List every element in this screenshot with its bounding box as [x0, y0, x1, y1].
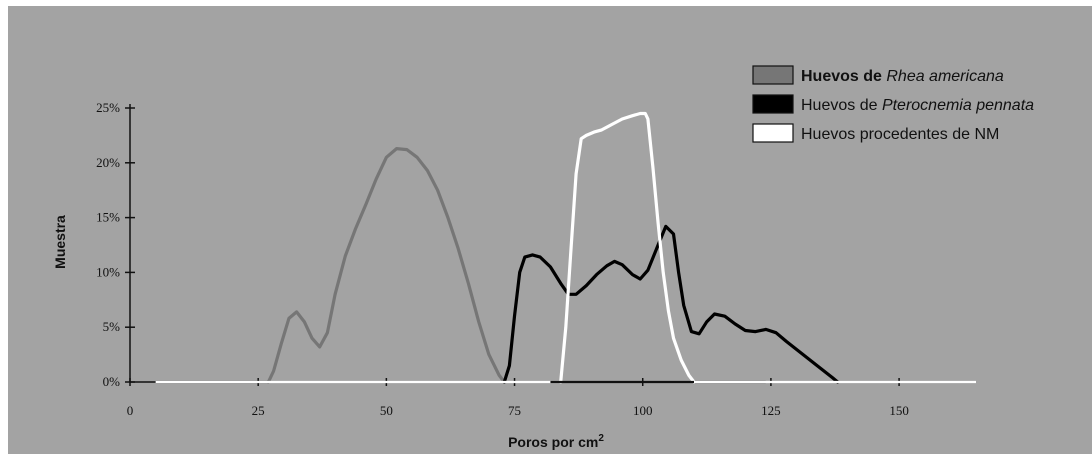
- series-line-3: [559, 111, 696, 384]
- x-axis-title-text: Poros por cm: [508, 434, 598, 450]
- x-axis-title: Poros por cm2: [508, 433, 604, 450]
- y-axis-title: Muestra: [52, 215, 68, 269]
- x-tick-label: 0: [127, 403, 134, 418]
- series-line-2: [502, 224, 840, 384]
- series-layer: [155, 111, 976, 384]
- chart-area: 0% 5% 10% 15% 20% 25% 0 25 50 75 100 125 150 Huevos …: [8, 6, 1092, 454]
- legend-label-2: Huevos de Pterocnemia pennata: [801, 97, 1034, 114]
- series-line-1: [266, 147, 506, 384]
- y-tick-label: 15%: [96, 210, 120, 225]
- x-tick-label: 150: [889, 403, 909, 418]
- y-tick-label: 10%: [96, 264, 120, 279]
- legend-label-1: Huevos de Rhea americana: [801, 68, 1004, 85]
- legend-label-3: Huevos procedentes de NM: [801, 126, 999, 143]
- legend-label-part: Huevos de: [801, 97, 882, 114]
- legend-label-part: Huevos de: [801, 68, 886, 85]
- y-tick-label: 25%: [96, 100, 120, 115]
- axes: 0% 5% 10% 15% 20% 25% 0 25 50 75 100 125 150: [96, 100, 976, 418]
- x-tick-label: 25: [252, 403, 265, 418]
- legend-label-part: Rhea americana: [886, 68, 1004, 85]
- x-tick-label: 125: [761, 403, 781, 418]
- y-tick-label: 20%: [96, 155, 120, 170]
- x-tick-label: 100: [633, 403, 653, 418]
- legend-label-part: Huevos procedentes de NM: [801, 126, 999, 143]
- x-tick-label: 50: [380, 403, 393, 418]
- legend-label-part: Pterocnemia pennata: [882, 97, 1034, 114]
- legend-swatch-3: [752, 123, 794, 143]
- x-axis-title-superscript: 2: [598, 433, 604, 444]
- legend-swatch-1: [752, 65, 794, 85]
- x-tick-label: 75: [508, 403, 521, 418]
- y-tick-label: 5%: [103, 319, 121, 334]
- y-tick-label: 0%: [103, 374, 121, 389]
- legend-swatch-2: [752, 94, 794, 114]
- line-chart: 0% 5% 10% 15% 20% 25% 0 25 50 75 100 125 150 Huevos …: [52, 65, 1034, 450]
